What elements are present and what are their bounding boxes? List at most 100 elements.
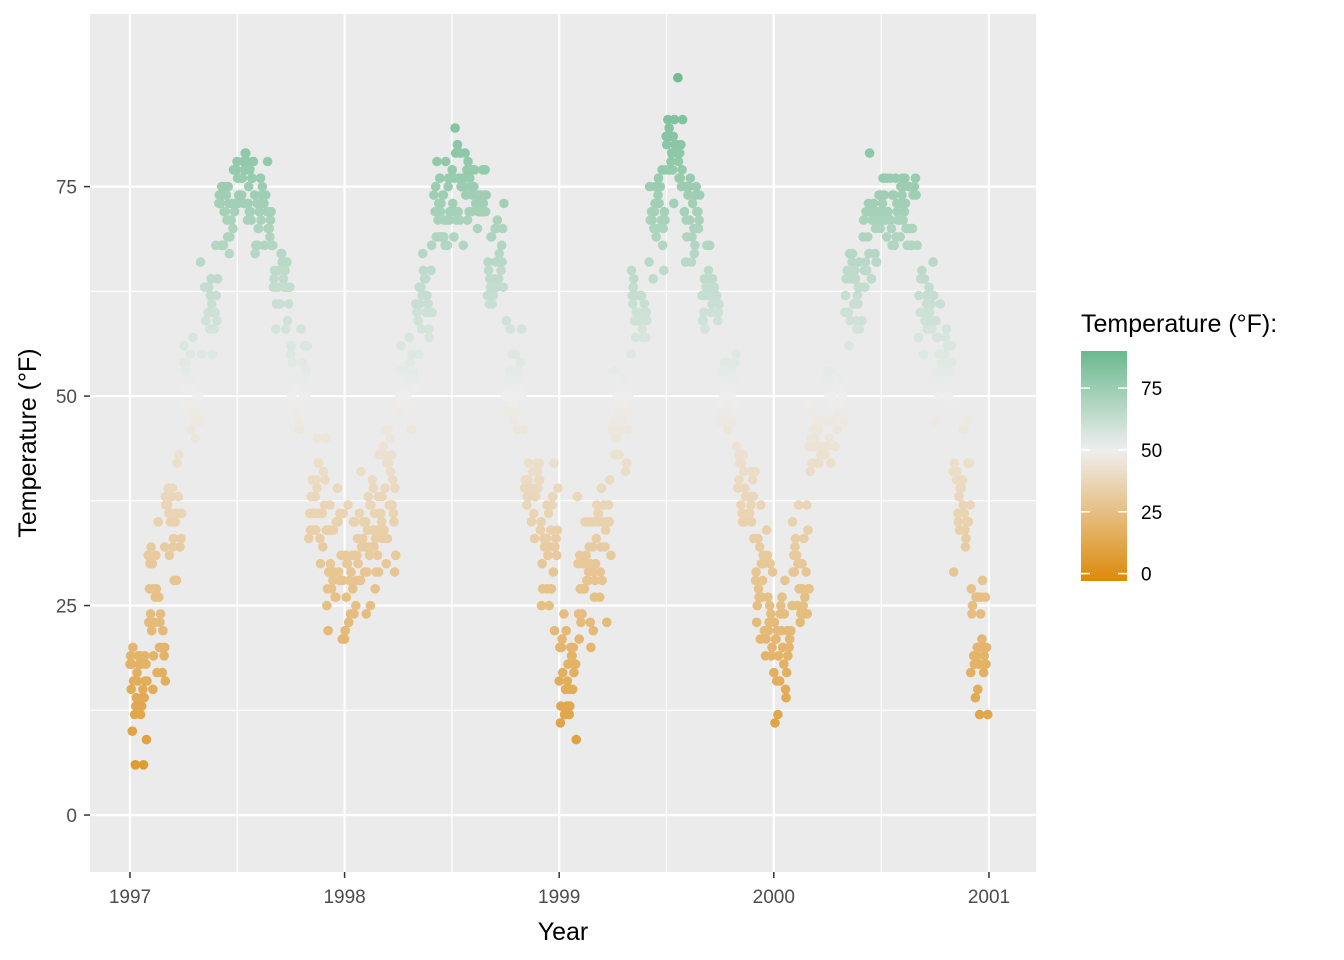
data-point (159, 542, 170, 552)
data-point (747, 475, 758, 485)
data-point (187, 382, 198, 393)
data-point (864, 148, 875, 158)
data-point (349, 609, 359, 619)
data-point (370, 584, 381, 594)
data-point (170, 517, 181, 527)
data-point (526, 517, 537, 527)
data-point (492, 215, 503, 225)
data-point (604, 475, 615, 485)
data-point (607, 424, 617, 435)
data-point (975, 609, 986, 619)
data-point (888, 190, 899, 200)
data-point (965, 667, 976, 678)
data-point (629, 274, 639, 284)
data-point (435, 206, 446, 217)
data-point (958, 424, 969, 435)
data-point (718, 416, 728, 427)
data-point (146, 542, 156, 552)
data-point (372, 550, 383, 561)
data-point (687, 198, 698, 209)
data-point (132, 676, 143, 686)
x-tick-label: 1999 (538, 887, 580, 908)
data-point (399, 366, 410, 376)
data-point (496, 240, 507, 251)
data-point (899, 206, 910, 217)
data-point (570, 659, 581, 669)
data-point (412, 307, 423, 318)
data-point (609, 366, 619, 376)
data-point (424, 332, 435, 343)
data-point (224, 248, 235, 259)
data-point (390, 550, 401, 561)
x-tick-label: 2000 (753, 887, 795, 908)
data-point (966, 584, 977, 594)
data-point (683, 190, 694, 200)
data-point (924, 282, 934, 293)
data-point (269, 274, 279, 284)
data-point (503, 408, 514, 418)
data-point (774, 676, 785, 686)
data-point (666, 156, 676, 167)
data-point (378, 441, 389, 452)
data-point (368, 483, 379, 494)
data-point (376, 508, 386, 519)
data-point (245, 206, 256, 217)
data-point (685, 173, 696, 183)
data-point (405, 357, 416, 368)
data-point (215, 198, 226, 209)
data-point (694, 190, 705, 200)
data-point (967, 609, 977, 619)
data-point (776, 600, 786, 611)
data-point (684, 181, 694, 192)
data-point (786, 625, 796, 636)
data-point (930, 416, 941, 427)
data-point (622, 458, 632, 468)
data-point (700, 324, 710, 334)
data-point (879, 190, 890, 200)
data-point (801, 500, 812, 510)
data-point (713, 315, 723, 326)
data-point (354, 508, 365, 519)
data-point (413, 315, 423, 326)
data-point (961, 533, 971, 544)
data-point (190, 433, 200, 443)
data-point (827, 391, 838, 401)
data-point (393, 399, 404, 410)
data-point (358, 533, 368, 544)
data-point (402, 391, 412, 401)
data-point (860, 282, 870, 293)
data-point (654, 198, 664, 209)
data-point (577, 609, 587, 619)
data-point (980, 592, 991, 602)
data-point (322, 600, 332, 611)
data-point (291, 382, 302, 393)
data-point (498, 282, 509, 293)
data-point (830, 441, 841, 452)
data-point (154, 592, 164, 602)
data-point (793, 500, 804, 510)
data-point (317, 508, 328, 519)
data-point (626, 349, 636, 360)
data-point (889, 240, 900, 251)
data-point (970, 692, 981, 703)
data-point (494, 248, 505, 259)
legend-tick-label: 0 (1141, 565, 1152, 586)
data-point (857, 315, 867, 326)
data-point (614, 449, 624, 460)
data-point (145, 609, 156, 619)
data-point (617, 416, 627, 427)
data-point (420, 274, 431, 284)
data-point (534, 458, 544, 468)
data-point (767, 567, 778, 577)
data-point (332, 483, 343, 494)
data-point (159, 642, 170, 653)
data-point (609, 416, 620, 427)
data-point (771, 634, 781, 644)
data-point (739, 466, 749, 477)
data-point (731, 441, 742, 452)
data-point (941, 324, 952, 334)
data-point (844, 341, 854, 351)
data-point (436, 198, 446, 209)
data-point (493, 274, 504, 284)
data-point (172, 458, 182, 468)
